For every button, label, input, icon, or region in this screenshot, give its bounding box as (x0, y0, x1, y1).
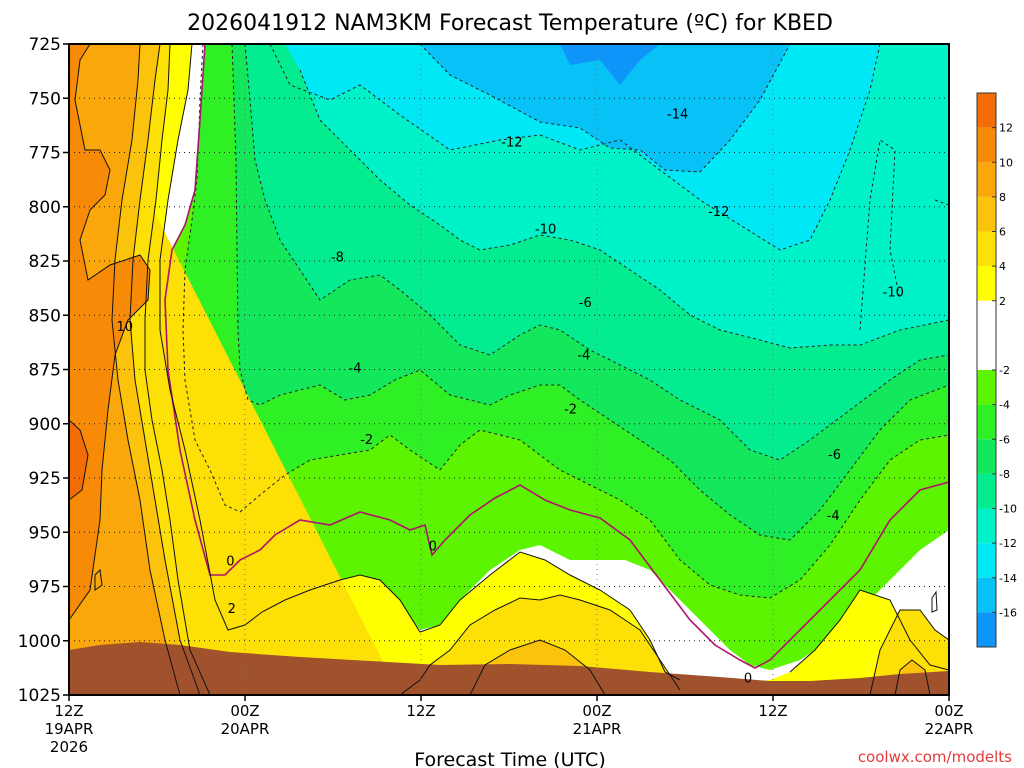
x-tick-label: 12Z (406, 702, 435, 720)
contour-label: 0 (429, 539, 437, 554)
colorbar-tick-label: 8 (999, 191, 1006, 204)
band-plus-10 (69, 44, 150, 620)
contour-label: -6 (579, 296, 592, 311)
y-tick-label: 1000 (18, 632, 61, 652)
colorbar-swatch (977, 577, 996, 613)
colorbar-swatch (977, 127, 996, 163)
y-gridlines (69, 44, 949, 695)
y-tick-label: 850 (29, 306, 61, 326)
y-axis: 725 750 775 800 825 850 875 900 925 950 975 1000 102… (18, 35, 69, 706)
y-tick-label: 825 (29, 252, 61, 272)
colorbar-swatch (977, 439, 996, 474)
chart-title: 2026041912 NAM3KM Forecast Temperature (… (187, 11, 833, 36)
colorbar-swatch (977, 543, 996, 578)
contour-label: -12 (501, 136, 522, 151)
x-tick-label: 00Z (934, 702, 963, 720)
band-minus-16 (560, 44, 660, 85)
colorbar-tick-label: 4 (999, 260, 1006, 273)
x-tick-label: 00Z (582, 702, 611, 720)
y-tick-label: 975 (29, 578, 61, 598)
negative-isotherms (182, 44, 949, 599)
x-gridlines (244, 44, 774, 695)
colorbar-tick-label: -8 (999, 468, 1010, 481)
colorbar-tick-label: 2 (999, 295, 1006, 308)
contour-label: 0 (226, 554, 234, 569)
y-tick-label: 925 (29, 469, 61, 489)
colorbar-swatch (977, 404, 996, 440)
y-tick-label: 900 (29, 415, 61, 435)
colorbar-tick-label: -2 (999, 364, 1010, 377)
contour-label: -10 (883, 285, 904, 300)
colorbar-tick-label: -10 (999, 503, 1017, 516)
contour-label: 2 (228, 602, 236, 617)
y-tick-label: 775 (29, 144, 61, 164)
contour-label: 0 (744, 672, 752, 687)
x-tick-label: 2026 (50, 738, 88, 756)
x-tick-label: 12Z (54, 702, 83, 720)
x-axis-label: Forecast Time (UTC) (414, 749, 605, 768)
colorbar-swatch (977, 612, 996, 647)
x-tick-label: 00Z (230, 702, 259, 720)
contour-label: -14 (667, 107, 688, 122)
x-tick-label: 21APR (573, 720, 622, 738)
colorbar-tick-label: 10 (999, 156, 1013, 169)
colorbar-tick-label: -16 (999, 606, 1017, 619)
x-tick-label: 19APR (45, 720, 94, 738)
zero-isotherm (164, 44, 949, 669)
y-tick-label: 1025 (18, 686, 61, 706)
colorbar-swatch (977, 300, 996, 370)
terrain (69, 642, 949, 695)
colorbar-tick-label: -12 (999, 537, 1017, 550)
contour-label: -4 (577, 348, 590, 363)
contour-label: -2 (564, 403, 577, 418)
colorbar-tick-label: -14 (999, 572, 1017, 585)
band-minus-14 (420, 44, 790, 172)
y-tick-label: 725 (29, 35, 61, 55)
colorbar-swatch (977, 266, 996, 301)
plot-area: -14 -12 -12 -10 -10 -8 -6 -6 -4 -4 -4 -2 -2 10 0 0 0 2 (69, 44, 949, 695)
y-tick-label: 875 (29, 361, 61, 381)
contour-label: -8 (331, 251, 344, 266)
contour-label: -10 (535, 222, 556, 237)
contour-label: -12 (708, 205, 729, 220)
colorbar-swatch (977, 508, 996, 544)
colorbar-swatch (977, 93, 996, 128)
contour-labels: -14 -12 -12 -10 -10 -8 -6 -6 -4 -4 -4 -2 -2 10 0 0 0 2 (116, 107, 903, 686)
positive-isotherms (69, 44, 949, 695)
x-tick-label: 20APR (221, 720, 270, 738)
colorbar-swatch (977, 473, 996, 509)
y-tick-label: 950 (29, 523, 61, 543)
band-plus-4 (69, 44, 700, 695)
colorbar-swatch (977, 370, 996, 405)
colorbar-tick-label: -6 (999, 433, 1010, 446)
x-tick-label: 22APR (925, 720, 974, 738)
x-tick-label: 12Z (758, 702, 787, 720)
colorbar-tick-label: 6 (999, 226, 1006, 239)
contour-label: -4 (827, 509, 840, 524)
contour-label: -4 (349, 361, 362, 376)
colorbar-swatch (977, 162, 996, 197)
colorbar-tick-label: -4 (999, 399, 1010, 412)
colorbar-swatch (977, 196, 996, 232)
contour-label: 10 (116, 320, 133, 335)
colorbar: 12 10 8 6 4 2 -2 -4 -6 -8 -10 -12 -14 -16 (976, 92, 1017, 648)
contour-label: -6 (828, 448, 841, 463)
y-tick-label: 800 (29, 198, 61, 218)
colorbar-swatch (977, 231, 996, 267)
y-tick-label: 750 (29, 89, 61, 109)
contour-label: -2 (360, 433, 373, 448)
credit-link[interactable]: coolwx.com/modelts (858, 748, 1012, 766)
colorbar-tick-label: 12 (999, 122, 1013, 135)
